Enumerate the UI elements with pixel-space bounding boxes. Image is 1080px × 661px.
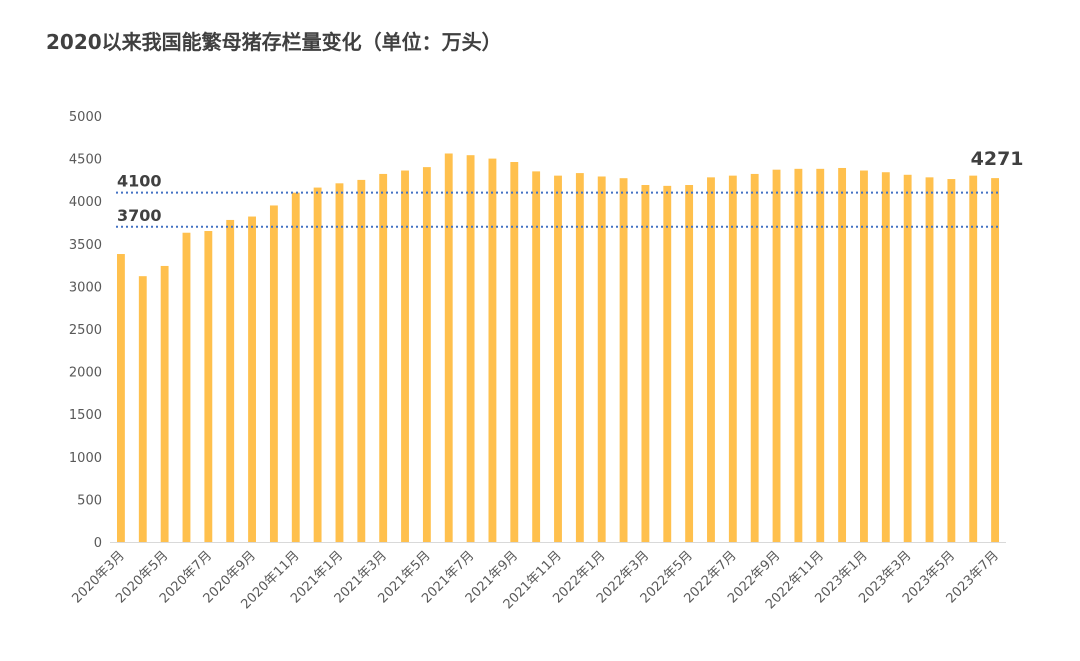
bar: [335, 183, 344, 543]
y-tick-label: 1500: [69, 408, 102, 423]
bar: [641, 185, 650, 542]
bar: [313, 187, 322, 542]
bar: [466, 155, 475, 542]
y-tick-label: 500: [77, 493, 102, 508]
bar: [444, 153, 453, 542]
bar: [488, 158, 497, 542]
bar: [248, 216, 256, 542]
bar: [182, 232, 191, 542]
bar: [204, 231, 213, 542]
bar: [860, 170, 868, 542]
bar: [816, 168, 825, 542]
y-tick-label: 3000: [69, 280, 102, 295]
bar: [291, 192, 300, 542]
y-tick-label: 2000: [69, 366, 102, 381]
bar: [597, 176, 606, 542]
bar: [750, 173, 759, 542]
bar: [554, 175, 562, 542]
bar: [838, 167, 847, 543]
y-tick-label: 0: [94, 536, 102, 551]
bar: [728, 175, 737, 542]
bar: [357, 179, 366, 542]
chart-title: 2020以来我国能繁母猪存栏量变化（单位：万头）: [46, 30, 502, 54]
bar: [532, 171, 541, 542]
bar: [160, 265, 169, 542]
y-tick-label: 4500: [69, 153, 102, 168]
bar: [969, 175, 978, 542]
bar: [575, 173, 584, 543]
bar: [881, 172, 890, 542]
bar: [794, 168, 803, 542]
reference-line-label: 4100: [117, 172, 162, 191]
bar: [903, 174, 912, 542]
bar: [226, 219, 235, 542]
y-tick-label: 4000: [69, 195, 102, 210]
data-label: 4271: [971, 148, 1024, 170]
y-tick-label: 2500: [69, 323, 102, 338]
bar: [991, 178, 1000, 543]
reference-line-label: 3700: [117, 206, 162, 225]
bar: [422, 167, 431, 542]
bar: [619, 178, 628, 543]
bar: [947, 179, 956, 542]
bar: [116, 254, 125, 543]
bar: [401, 170, 409, 542]
bar: [663, 185, 672, 542]
y-tick-label: 1000: [69, 451, 102, 466]
bar: [510, 162, 519, 542]
bar: [707, 177, 715, 542]
y-tick-label: 3500: [69, 238, 102, 253]
y-tick-label: 5000: [69, 110, 102, 125]
bar: [138, 276, 147, 542]
bar: [772, 169, 781, 542]
bar: [269, 205, 278, 542]
bar: [379, 173, 388, 542]
bar: [685, 185, 694, 542]
bar: [925, 177, 934, 542]
